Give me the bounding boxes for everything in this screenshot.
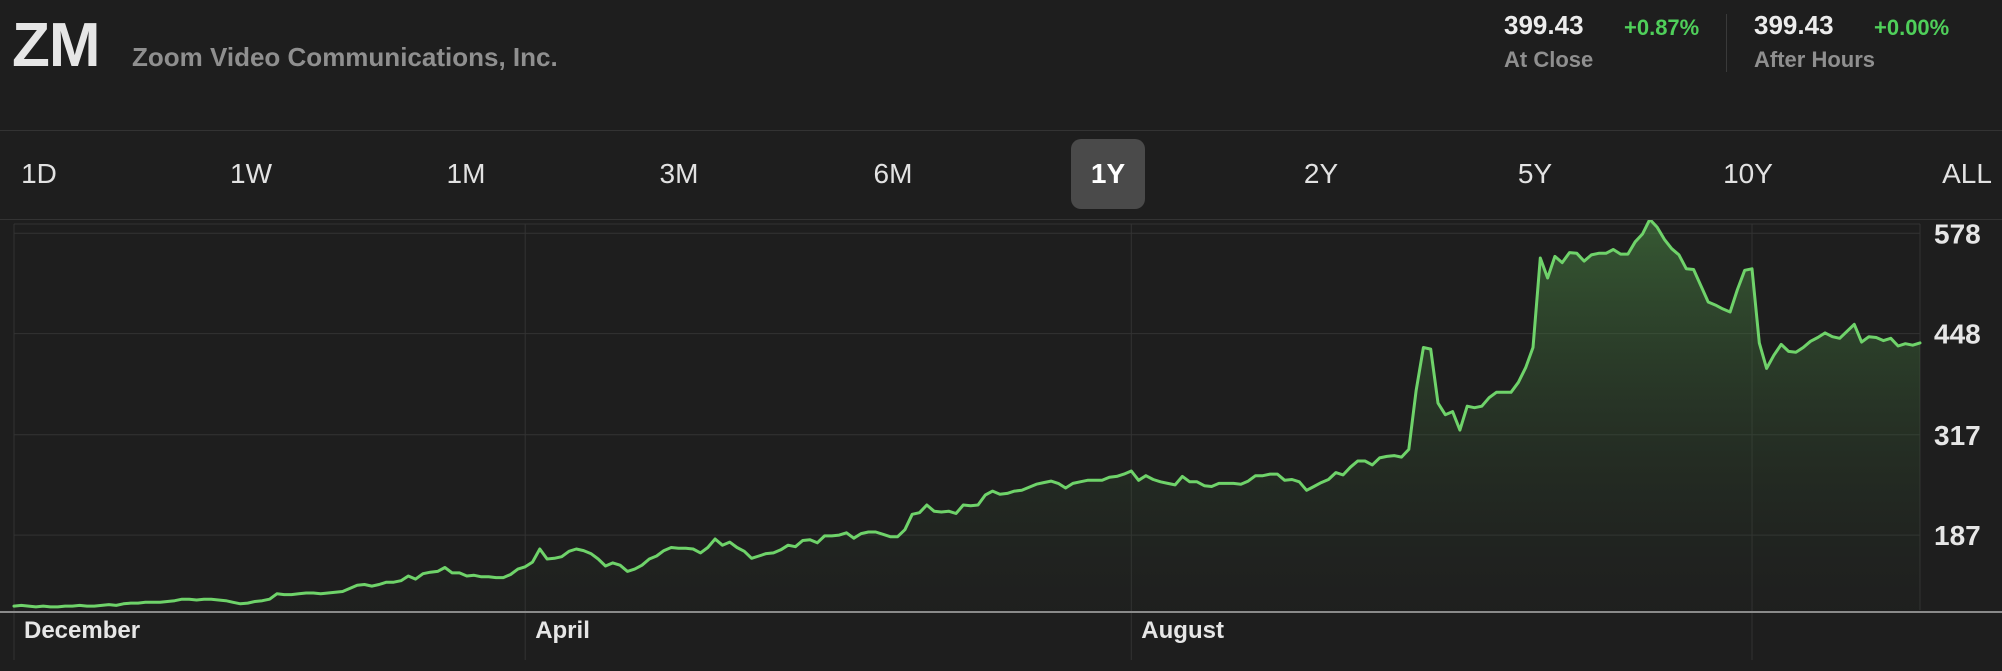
range-selector: 1D 1W 1M 3M 6M 1Y 2Y 5Y 10Y ALL (0, 131, 2002, 220)
quote-header: ZM Zoom Video Communications, Inc. 399.4… (0, 0, 2002, 131)
ticker-symbol: ZM (12, 11, 101, 80)
after-hours-label: After Hours (1754, 47, 1876, 72)
after-hours-quote: 399.43 +0.00% After Hours (1754, 10, 1949, 73)
y-tick-label: 187 (1934, 520, 1981, 551)
x-tick-label: April (535, 617, 590, 644)
after-hours-price: 399.43 (1754, 10, 1834, 40)
x-tick-label: August (1141, 617, 1224, 644)
range-tab-3m[interactable]: 3M (659, 158, 699, 189)
after-hours-change: +0.00% (1874, 15, 1950, 40)
x-tick-label: December (24, 617, 140, 644)
price-area-fill (14, 219, 1920, 610)
range-tab-1d[interactable]: 1D (21, 158, 57, 189)
close-quote: 399.43 +0.87% At Close (1504, 10, 1699, 73)
close-label: At Close (1504, 47, 1594, 72)
range-tab-5y[interactable]: 5Y (1517, 158, 1553, 189)
price-chart-svg: 578 448 317 187 December April August (0, 217, 2002, 660)
y-tick-label: 578 (1934, 220, 1981, 249)
range-tab-1w[interactable]: 1W (230, 158, 272, 189)
price-chart[interactable]: 578 448 317 187 December April August (0, 217, 2002, 666)
range-tab-1y[interactable]: 1Y (1071, 139, 1145, 209)
y-tick-label: 317 (1934, 420, 1981, 451)
y-tick-label: 448 (1934, 319, 1981, 350)
range-tab-6m[interactable]: 6M (873, 158, 913, 189)
close-change: +0.87% (1624, 15, 1700, 40)
range-tab-all[interactable]: ALL (1942, 158, 1992, 189)
company-name: Zoom Video Communications, Inc. (132, 42, 558, 72)
close-price: 399.43 (1504, 10, 1584, 40)
range-tab-2y[interactable]: 2Y (1303, 158, 1339, 189)
range-tab-10y[interactable]: 10Y (1723, 158, 1773, 189)
range-tab-1m[interactable]: 1M (446, 158, 486, 189)
quote-divider (1726, 14, 1727, 72)
price-line (12, 217, 1922, 609)
